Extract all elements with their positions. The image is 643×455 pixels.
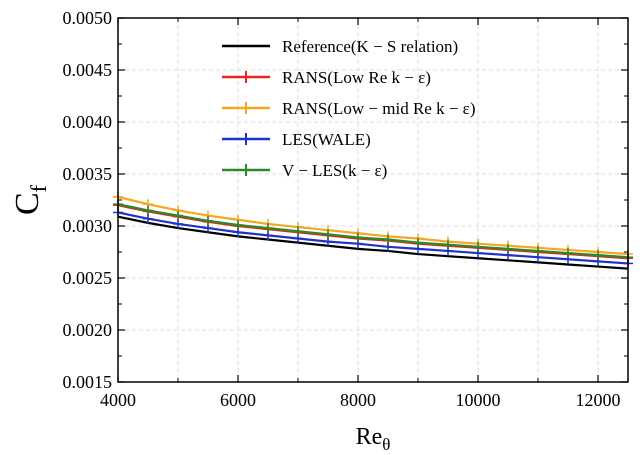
- legend-item: V − LES(k − ε): [222, 161, 387, 180]
- legend-item: RANS(Low − mid Re k − ε): [222, 99, 475, 118]
- data-point: [443, 239, 453, 250]
- y-tick-label: 0.0035: [63, 164, 113, 184]
- legend: Reference(K − S relation) RANS(Low Re k −…: [222, 37, 475, 180]
- data-point: [203, 215, 213, 226]
- legend-item: Reference(K − S relation): [222, 37, 458, 56]
- x-tick-label: 10000: [456, 390, 501, 410]
- data-point: [563, 248, 573, 259]
- series-1: [117, 215, 629, 270]
- legend-item: RANS(Low Re k − ε): [222, 68, 431, 87]
- data-point: [323, 229, 333, 240]
- data-point: [593, 250, 603, 261]
- y-tick-label: 0.0020: [63, 320, 113, 340]
- y-tick-label: 0.0040: [63, 112, 113, 132]
- axis-labels: Reθ Cf: [9, 184, 390, 454]
- series-line: [117, 215, 629, 270]
- legend-label: V − LES(k − ε): [282, 161, 387, 180]
- y-tick-label: 0.0015: [63, 372, 113, 392]
- x-tick-label: 4000: [100, 390, 136, 410]
- legend-label: RANS(Low − mid Re k − ε): [282, 99, 475, 118]
- series-layer: [113, 191, 633, 270]
- legend-label: LES(WALE): [282, 130, 371, 149]
- y-tick-label: 0.0030: [63, 216, 113, 236]
- legend-label: Reference(K − S relation): [282, 37, 458, 56]
- data-point: [263, 223, 273, 234]
- y-axis-label: Cf: [9, 184, 51, 215]
- ticks: [117, 17, 628, 383]
- data-point: [353, 232, 363, 243]
- x-tick-label: 6000: [220, 390, 256, 410]
- x-tick-label: 8000: [340, 390, 376, 410]
- x-axis-label: Reθ: [356, 424, 391, 454]
- data-point: [233, 219, 243, 230]
- data-point: [503, 243, 513, 254]
- data-point: [143, 205, 153, 216]
- data-point: [473, 241, 483, 252]
- data-point: [413, 237, 423, 248]
- legend-item: LES(WALE): [222, 130, 371, 149]
- tick-labels: 4000 6000 8000 10000 12000 0.0015 0.0020 0.0025…: [63, 8, 621, 410]
- y-tick-label: 0.0045: [63, 60, 113, 80]
- legend-label: RANS(Low Re k − ε): [282, 68, 431, 87]
- series-3: [113, 191, 633, 260]
- y-tick-label: 0.0025: [63, 268, 113, 288]
- data-point: [533, 245, 543, 256]
- data-point: [293, 226, 303, 237]
- y-tick-label: 0.0050: [63, 8, 113, 28]
- data-point: [383, 234, 393, 245]
- data-point: [173, 210, 183, 221]
- series-5: [113, 199, 633, 263]
- x-tick-label: 12000: [576, 390, 621, 410]
